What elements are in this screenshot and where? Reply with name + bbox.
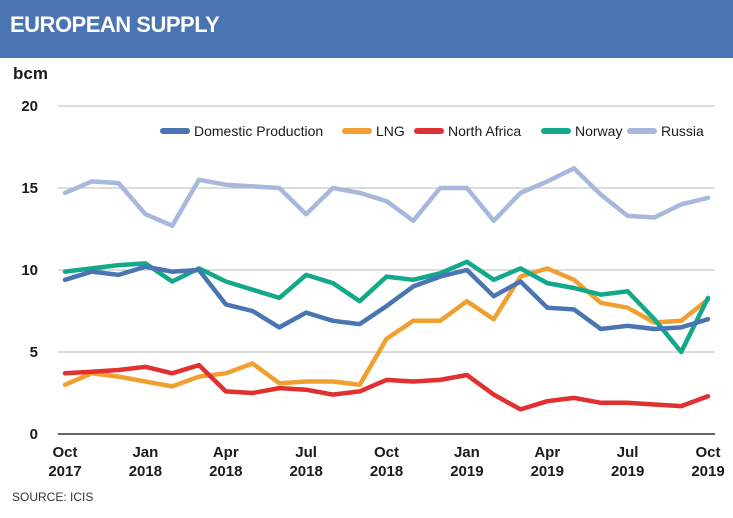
x-tick-label-year: 2018 bbox=[289, 463, 322, 480]
x-tick-label-month: Jan bbox=[132, 444, 158, 461]
series-line-norway bbox=[62, 259, 711, 355]
legend-label: North Africa bbox=[448, 123, 521, 139]
y-tick-label: 5 bbox=[30, 344, 38, 361]
x-tick-label-month: Jul bbox=[617, 444, 639, 461]
chart-title: EUROPEAN SUPPLY bbox=[10, 12, 220, 37]
y-tick-label: 15 bbox=[21, 180, 38, 197]
x-tick-label-year: 2018 bbox=[370, 463, 403, 480]
series-line-lng bbox=[62, 266, 711, 389]
y-tick-label: 20 bbox=[21, 98, 38, 115]
x-tick-label-year: 2019 bbox=[531, 463, 564, 480]
y-tick-label: 0 bbox=[30, 426, 38, 443]
legend-label: Norway bbox=[575, 123, 622, 139]
x-tick-label-month: Apr bbox=[534, 444, 560, 461]
x-tick-label-month: Oct bbox=[52, 444, 77, 461]
x-tick-label-year: 2019 bbox=[450, 463, 483, 480]
legend-label: LNG bbox=[376, 123, 405, 139]
x-tick-label-month: Jan bbox=[454, 444, 480, 461]
series-line-north-africa bbox=[62, 362, 711, 412]
x-tick-label-month: Oct bbox=[374, 444, 399, 461]
series-line-russia bbox=[62, 166, 711, 228]
x-tick-label-month: Oct bbox=[695, 444, 720, 461]
x-tick-label-month: Apr bbox=[213, 444, 239, 461]
chart-header: EUROPEAN SUPPLY bbox=[0, 0, 733, 58]
x-tick-label-year: 2019 bbox=[611, 463, 644, 480]
x-tick-label-year: 2017 bbox=[48, 463, 81, 480]
source-note: SOURCE: ICIS bbox=[12, 490, 94, 504]
x-tick-label-year: 2019 bbox=[691, 463, 724, 480]
y-axis-unit-label: bcm bbox=[13, 64, 48, 83]
x-tick-label-year: 2018 bbox=[209, 463, 242, 480]
y-tick-label: 10 bbox=[21, 262, 38, 279]
legend-label: Domestic Production bbox=[194, 123, 323, 139]
legend-label: Russia bbox=[661, 123, 704, 139]
x-tick-label-year: 2018 bbox=[129, 463, 162, 480]
x-tick-label-month: Jul bbox=[295, 444, 317, 461]
series-line-domestic-production bbox=[62, 264, 711, 332]
